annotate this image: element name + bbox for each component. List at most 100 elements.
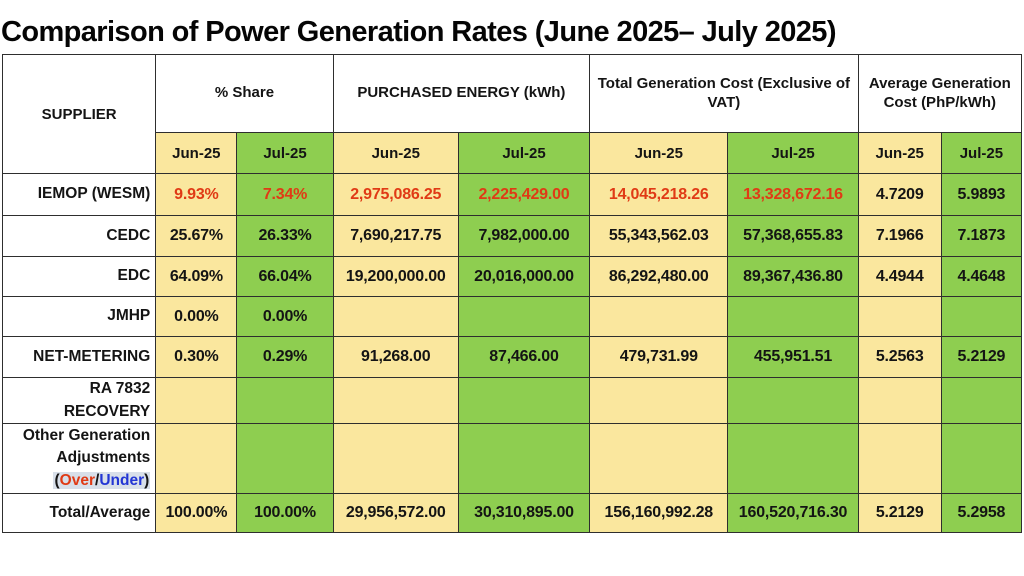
value-cell: 455,951.51 (727, 336, 859, 378)
under-label: Under (99, 471, 145, 489)
supplier-line: Other Generation (22, 426, 151, 444)
supplier-cell: EDC (1, 256, 157, 297)
supplier-cell: RA 7832 RECOVERY (1, 377, 157, 424)
value-cell: 26.33% (236, 215, 334, 257)
value-cell: 25.67% (155, 215, 238, 257)
value-cell (857, 296, 942, 337)
month-header-jun: Jun-25 (589, 132, 729, 174)
month-header-jul: Jul-25 (727, 132, 859, 174)
header-group-purchased-energy: PURCHASED ENERGY (kWh) (332, 54, 591, 133)
value-cell: 57,368,655.83 (727, 215, 859, 257)
value-cell (857, 423, 942, 494)
table-row-iemop: IEMOP (WESM) 9.93% 7.34% 2,975,086.25 2,… (1, 173, 1023, 216)
value-cell (332, 423, 459, 494)
value-cell: 0.29% (236, 336, 334, 378)
month-header-jul: Jul-25 (457, 132, 591, 174)
value-cell: 13,328,672.16 (727, 173, 859, 216)
supplier-cell: CEDC (1, 215, 157, 257)
value-cell (332, 377, 459, 424)
supplier-cell: JMHP (1, 296, 157, 337)
value-cell (727, 423, 859, 494)
supplier-cell: NET-METERING (1, 336, 157, 378)
value-cell: 20,016,000.00 (457, 256, 591, 297)
value-cell (589, 296, 729, 337)
value-cell (236, 377, 334, 424)
value-cell: 55,343,562.03 (589, 215, 729, 257)
value-cell (940, 377, 1023, 424)
value-cell (940, 423, 1023, 494)
table-row-other-adjustments: Other Generation Adjustments (Over/Under… (1, 423, 1023, 494)
value-cell: 91,268.00 (332, 336, 459, 378)
value-cell: 7.34% (236, 173, 334, 216)
value-cell: 2,975,086.25 (332, 173, 459, 216)
value-cell (236, 423, 334, 494)
value-cell: 4.7209 (857, 173, 942, 216)
table-row-ra7832-recovery: RA 7832 RECOVERY (1, 377, 1023, 424)
value-cell (332, 296, 459, 337)
page-title: Comparison of Power Generation Rates (Ju… (1, 16, 837, 48)
supplier-cell: Total/Average (1, 493, 157, 533)
value-cell: 66.04% (236, 256, 334, 297)
value-cell: 7,690,217.75 (332, 215, 459, 257)
value-cell: 89,367,436.80 (727, 256, 859, 297)
table-row-edc: EDC 64.09% 66.04% 19,200,000.00 20,016,0… (1, 256, 1023, 297)
value-cell: 9.93% (155, 173, 238, 216)
value-cell: 4.4944 (857, 256, 942, 297)
value-cell (457, 296, 591, 337)
value-cell: 5.2958 (940, 493, 1023, 533)
month-header-jun: Jun-25 (332, 132, 459, 174)
value-cell: 14,045,218.26 (589, 173, 729, 216)
table-row-net-metering: NET-METERING 0.30% 0.29% 91,268.00 87,46… (1, 336, 1023, 378)
paren-open: ( (54, 471, 60, 489)
value-cell: 30,310,895.00 (457, 493, 591, 533)
value-cell (727, 377, 859, 424)
value-cell: 0.30% (155, 336, 238, 378)
header-group-total-cost: Total Generation Cost (Exclusive of VAT) (589, 54, 859, 133)
supplier-cell: IEMOP (WESM) (1, 173, 157, 216)
value-cell: 5.2563 (857, 336, 942, 378)
value-cell: 2,225,429.00 (457, 173, 591, 216)
month-header-jul: Jul-25 (236, 132, 334, 174)
value-cell (857, 377, 942, 424)
value-cell: 156,160,992.28 (589, 493, 729, 533)
table-row-cedc: CEDC 25.67% 26.33% 7,690,217.75 7,982,00… (1, 215, 1023, 257)
value-cell: 19,200,000.00 (332, 256, 459, 297)
value-cell: 5.2129 (857, 493, 942, 533)
value-cell: 29,956,572.00 (332, 493, 459, 533)
value-cell: 0.00% (236, 296, 334, 337)
value-cell (940, 296, 1023, 337)
month-header-jun: Jun-25 (857, 132, 942, 174)
table-row-total-average: Total/Average 100.00% 100.00% 29,956,572… (1, 493, 1023, 533)
header-group-average-cost: Average Generation Cost (PhP/kWh) (857, 54, 1023, 133)
value-cell (457, 423, 591, 494)
value-cell (457, 377, 591, 424)
value-cell: 86,292,480.00 (589, 256, 729, 297)
over-under-line: (Over/Under) (4, 470, 151, 492)
value-cell (155, 377, 238, 424)
value-cell: 0.00% (155, 296, 238, 337)
value-cell: 7.1966 (857, 215, 942, 257)
value-cell: 160,520,716.30 (727, 493, 859, 533)
value-cell: 100.00% (236, 493, 334, 533)
value-cell: 4.4648 (940, 256, 1023, 297)
value-cell: 5.9893 (940, 173, 1023, 216)
value-cell (727, 296, 859, 337)
value-cell: 87,466.00 (457, 336, 591, 378)
value-cell: 479,731.99 (589, 336, 729, 378)
supplier-line: Adjustments (56, 449, 151, 467)
over-under-highlight: (Over/Under) (53, 471, 151, 489)
header-month-row: Jun-25 Jul-25 Jun-25 Jul-25 Jun-25 Jul-2… (3, 132, 1023, 174)
value-cell: 5.2129 (940, 336, 1023, 378)
value-cell (155, 423, 238, 494)
value-cell: 100.00% (155, 493, 238, 533)
value-cell: 64.09% (155, 256, 238, 297)
supplier-cell: Other Generation Adjustments (Over/Under… (1, 423, 157, 494)
value-cell (589, 377, 729, 424)
month-header-jun: Jun-25 (155, 132, 238, 174)
header-group-row: SUPPLIER % Share PURCHASED ENERGY (kWh) … (1, 54, 1023, 174)
supplier-line: RA 7832 (89, 380, 151, 398)
paren-close: ) (144, 471, 150, 489)
table-row-jmhp: JMHP 0.00% 0.00% (1, 296, 1023, 337)
value-cell: 7,982,000.00 (457, 215, 591, 257)
supplier-line: RECOVERY (63, 402, 151, 420)
